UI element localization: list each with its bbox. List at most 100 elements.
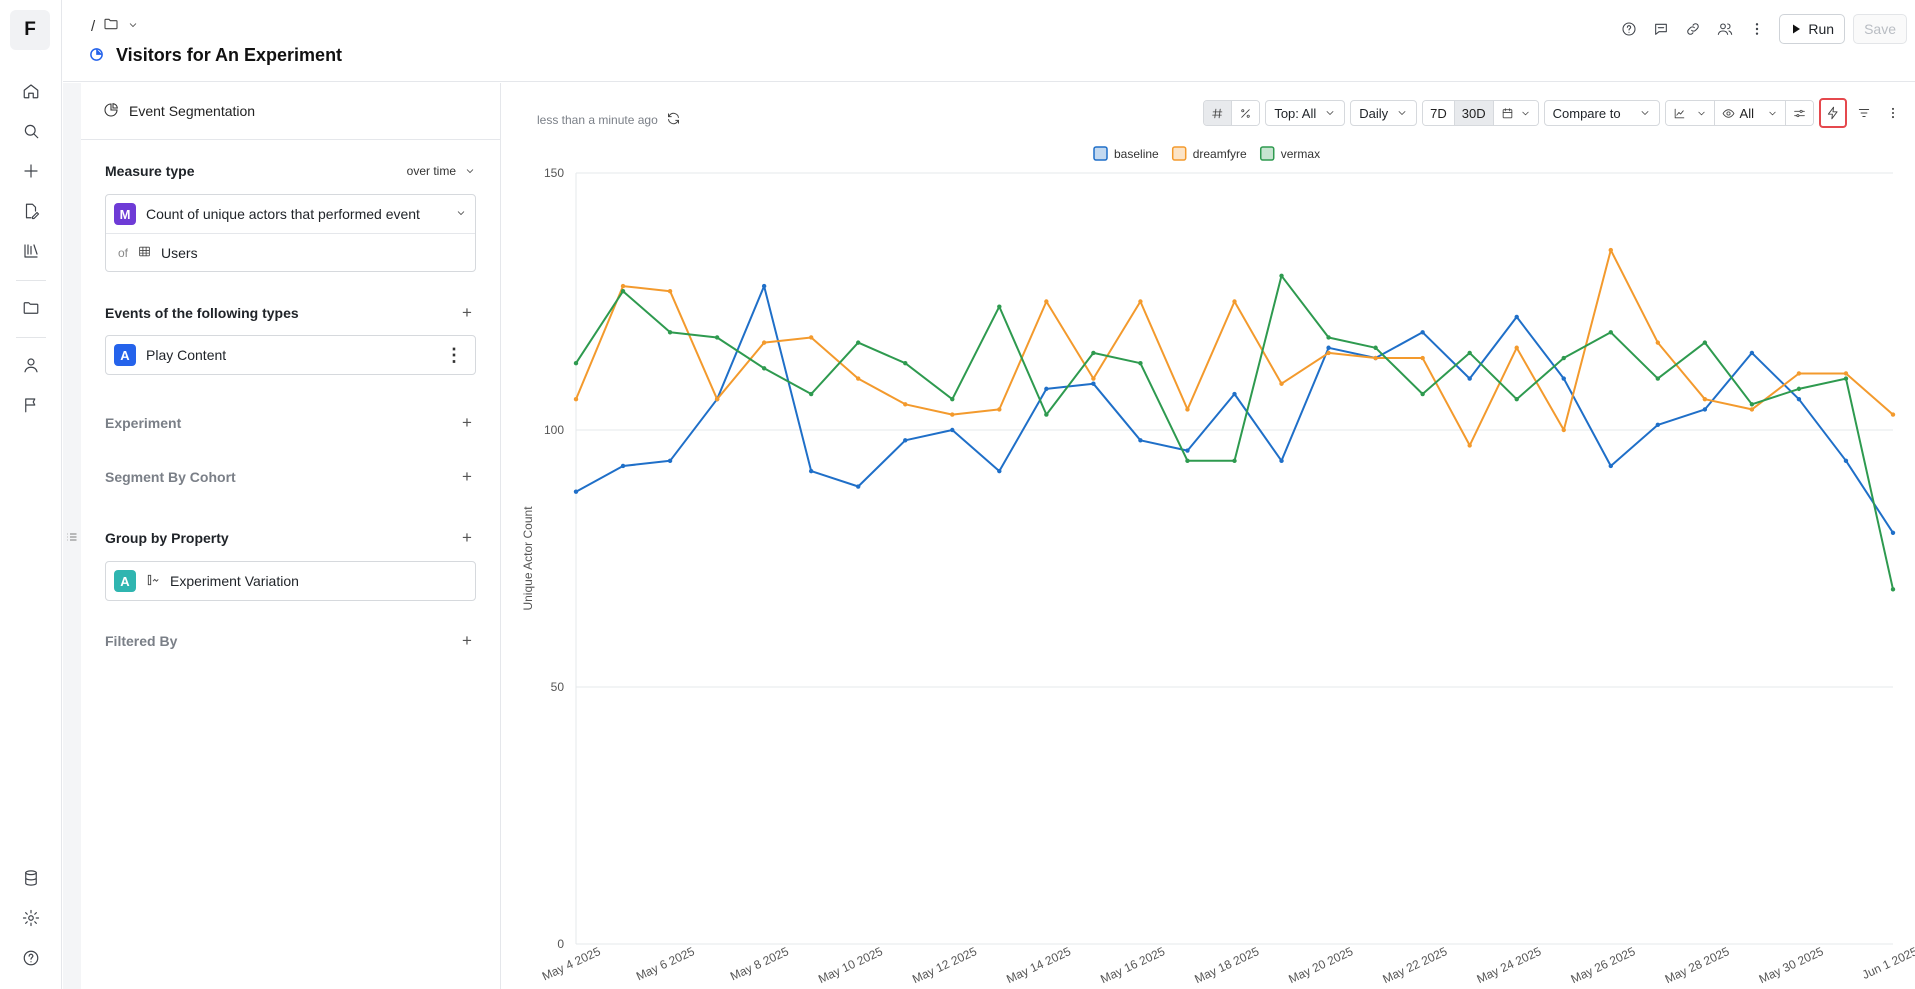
panel-heading: Event Segmentation: [129, 103, 256, 119]
add-experiment-button[interactable]: +: [462, 413, 472, 432]
comment-icon[interactable]: [1647, 15, 1675, 43]
event-value: Play Content: [146, 347, 227, 363]
more-vertical-icon[interactable]: [1743, 15, 1771, 43]
data-point-dreamfyre: [808, 335, 814, 340]
data-point-dreamfyre: [1091, 376, 1096, 381]
legend-swatch-dreamfyre[interactable]: [1171, 146, 1187, 161]
folder-icon[interactable]: [103, 16, 119, 36]
refresh-icon[interactable]: [666, 111, 681, 129]
y-tick-label: 100: [544, 423, 564, 437]
run-button[interactable]: Run: [1779, 14, 1846, 44]
data-point-vermax: [903, 360, 908, 366]
folder-icon[interactable]: [16, 293, 46, 323]
data-point-baseline: [950, 427, 955, 433]
series-line-baseline: [575, 285, 1894, 534]
edit-doc-icon[interactable]: [16, 196, 46, 226]
legend-label-vermax[interactable]: vermax: [1281, 147, 1320, 161]
compare-dropdown[interactable]: Compare to: [1543, 100, 1660, 126]
x-tick-label: May 12 2025: [910, 944, 979, 986]
hash-icon[interactable]: [1204, 101, 1232, 125]
flag-icon[interactable]: [16, 390, 46, 420]
settings-sliders-icon[interactable]: [1785, 101, 1813, 125]
interval-dropdown[interactable]: Daily: [1350, 100, 1418, 126]
legend-swatch-baseline[interactable]: [1093, 146, 1108, 161]
more-vertical-icon[interactable]: [1881, 100, 1905, 126]
add-cohort-button[interactable]: +: [462, 467, 472, 486]
add-group-button[interactable]: +: [462, 528, 472, 547]
help-icon[interactable]: [1615, 15, 1643, 43]
data-point-dreamfyre: [667, 289, 673, 294]
rail-divider: [16, 337, 46, 338]
measure-mode-dropdown[interactable]: over time: [407, 164, 476, 178]
range-7d-button[interactable]: 7D: [1423, 101, 1454, 125]
data-point-dreamfyre: [714, 396, 720, 402]
data-point-vermax: [573, 360, 579, 366]
data-point-vermax: [1843, 376, 1849, 381]
help-icon[interactable]: [16, 943, 46, 973]
data-point-dreamfyre: [1843, 371, 1849, 376]
group-value: Experiment Variation: [170, 573, 299, 589]
data-point-baseline: [856, 484, 861, 489]
legend-label-baseline[interactable]: baseline: [1114, 147, 1159, 161]
top-dropdown[interactable]: Top: All: [1265, 100, 1346, 126]
data-point-vermax: [1608, 330, 1613, 335]
measure-value: Count of unique actors that performed ev…: [146, 206, 420, 222]
measure-section-header: Measure type over time: [105, 163, 476, 179]
percent-icon[interactable]: [1231, 101, 1260, 125]
share-users-icon[interactable]: [1711, 15, 1739, 43]
data-point-baseline: [1843, 458, 1849, 464]
link-icon[interactable]: [1679, 15, 1707, 43]
x-tick-label: May 24 2025: [1475, 944, 1544, 986]
interval-dropdown-label: Daily: [1359, 105, 1389, 121]
chart-type-dropdown[interactable]: [1665, 101, 1714, 125]
gear-icon[interactable]: [16, 903, 46, 933]
add-event-button[interactable]: +: [462, 303, 472, 322]
save-button[interactable]: Save: [1853, 14, 1907, 44]
visibility-dropdown[interactable]: All: [1713, 101, 1785, 125]
add-filter-button[interactable]: +: [462, 631, 472, 650]
lightning-icon[interactable]: [1819, 98, 1847, 128]
data-point-baseline: [1420, 330, 1425, 335]
filter-icon[interactable]: [1852, 100, 1876, 126]
data-point-vermax: [1655, 376, 1661, 381]
data-point-vermax: [997, 304, 1002, 309]
calendar-dropdown[interactable]: [1492, 101, 1538, 125]
data-point-dreamfyre: [1467, 443, 1472, 448]
data-point-vermax: [1091, 350, 1096, 356]
data-point-dreamfyre: [761, 340, 767, 345]
database-icon[interactable]: [16, 863, 46, 893]
data-point-baseline: [1138, 438, 1143, 443]
event-item[interactable]: A Play Content ⋮: [106, 336, 475, 374]
plus-icon[interactable]: [16, 156, 46, 186]
title-row: Visitors for An Experiment: [89, 45, 342, 66]
data-point-baseline: [620, 463, 626, 469]
group-item[interactable]: A Experiment Variation: [106, 562, 475, 600]
chevron-down-icon[interactable]: [455, 206, 467, 222]
breadcrumb[interactable]: /: [91, 16, 139, 36]
search-icon[interactable]: [16, 116, 46, 146]
data-point-vermax: [620, 289, 626, 294]
data-point-dreamfyre: [1420, 355, 1425, 361]
data-point-dreamfyre: [903, 402, 908, 407]
home-icon[interactable]: [16, 76, 46, 106]
measure-entity-row[interactable]: of Users: [106, 233, 475, 271]
event-box: A Play Content ⋮: [105, 335, 476, 375]
property-icon: [146, 573, 160, 590]
data-point-vermax: [1044, 412, 1049, 417]
app-logo[interactable]: F: [10, 10, 50, 50]
range-30d-button[interactable]: 30D: [1453, 101, 1493, 125]
more-vertical-icon[interactable]: ⋮: [445, 344, 463, 365]
legend-label-dreamfyre[interactable]: dreamfyre: [1193, 147, 1247, 161]
page-title[interactable]: Visitors for An Experiment: [116, 45, 343, 65]
user-icon[interactable]: [16, 350, 46, 380]
measure-select[interactable]: M Count of unique actors that performed …: [106, 195, 475, 233]
group-badge: A: [114, 570, 136, 592]
library-icon[interactable]: [16, 236, 46, 266]
data-point-vermax: [950, 396, 955, 402]
data-point-baseline: [1044, 386, 1049, 392]
line-chart-icon: [1674, 108, 1684, 118]
chevron-down-icon[interactable]: [127, 18, 139, 35]
legend-swatch-vermax[interactable]: [1259, 146, 1275, 161]
list-toggle-icon[interactable]: [66, 530, 78, 542]
data-point-dreamfyre: [1185, 407, 1190, 412]
